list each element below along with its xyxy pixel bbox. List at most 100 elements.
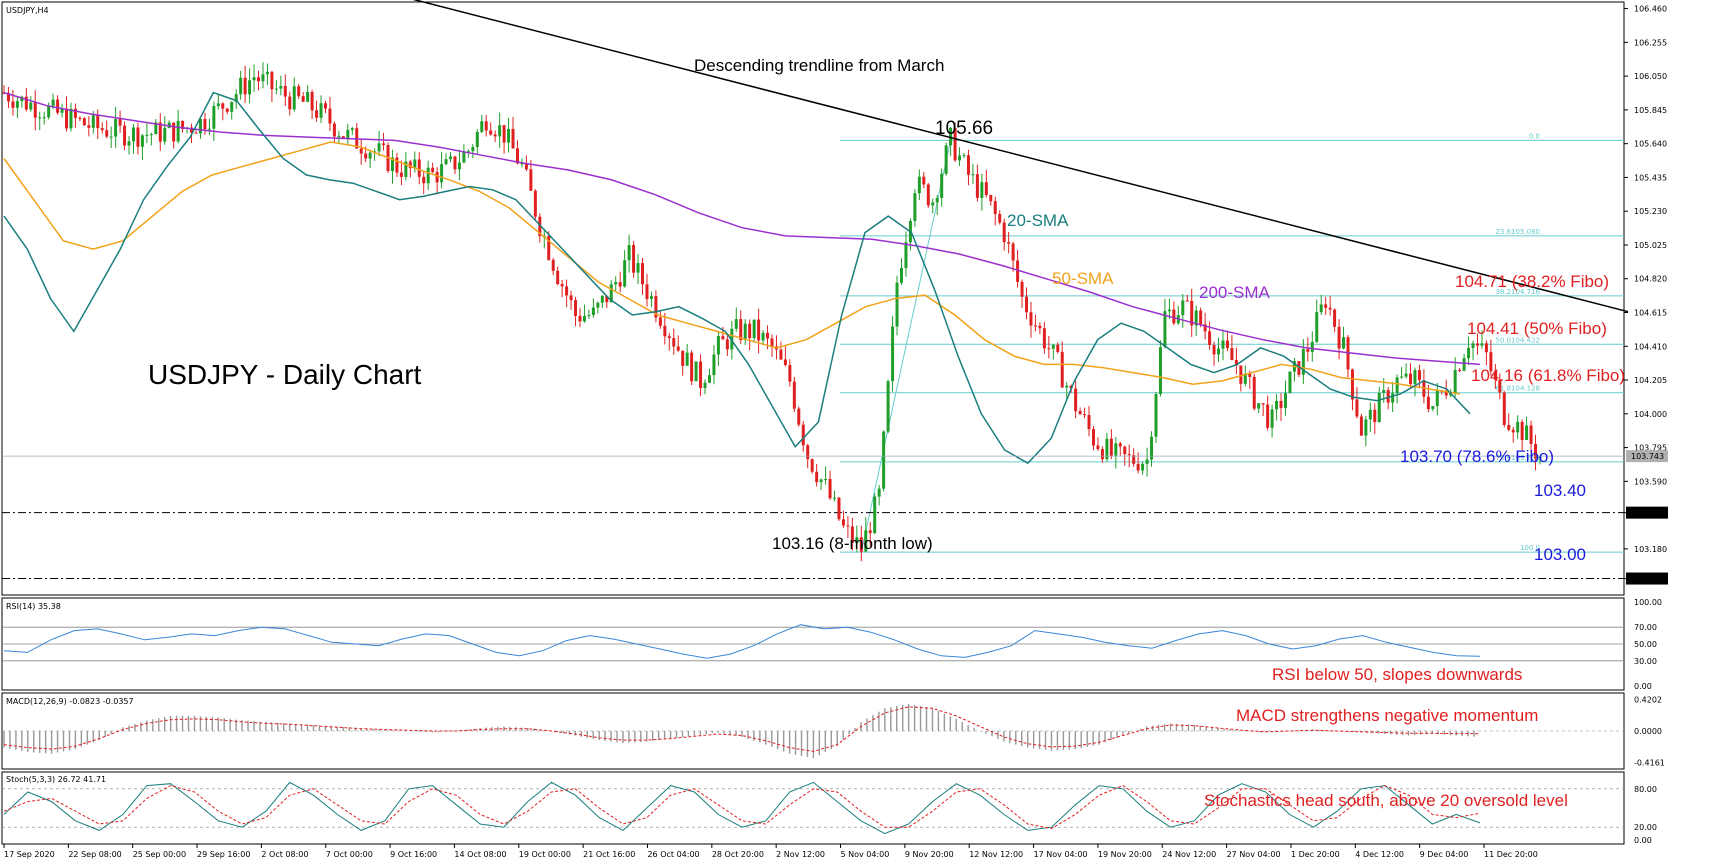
candle-body [770,338,774,347]
candle-body [685,352,689,366]
candle-body [417,159,421,177]
descending-trendline [412,0,1629,313]
price-tick-label: 105.435 [1634,173,1667,182]
candle-body [855,537,859,543]
candle-body [1181,300,1185,316]
candle-body [1105,438,1109,460]
price-tick-label: 105.230 [1634,207,1667,216]
candle-body [149,134,153,136]
time-tick-label: 2 Nov 12:00 [776,850,825,859]
candle-body [1520,421,1524,440]
time-tick-label: 17 Nov 04:00 [1034,850,1088,859]
candle-body [1087,415,1091,430]
candle-body [243,77,247,95]
candle-body [109,136,113,138]
candle-body [560,283,564,287]
candle-body [524,163,528,170]
time-tick-label: 14 Oct 08:00 [454,850,506,859]
candle-body [100,128,104,131]
rsi-tick-label: 30.00 [1634,657,1657,666]
candle-body [1449,393,1453,396]
candle-body [1109,438,1113,456]
candle-body [1404,373,1408,377]
time-tick-label: 9 Dec 04:00 [1420,850,1469,859]
candle-body [926,184,930,206]
candle-body [203,118,207,130]
candle-body [368,152,372,159]
candle-body [627,245,631,261]
candle-body [1056,344,1060,352]
candle-body [73,108,77,118]
candle-body [1145,459,1149,464]
candle-body [1033,325,1037,327]
candle-body [270,71,274,90]
candle-body [1484,343,1488,353]
candle-body [1261,403,1265,405]
candle-body [1324,304,1328,308]
level-10300-label: 103.00 [1534,545,1586,564]
candle-body [846,525,850,527]
candle-body [1132,455,1136,464]
candle-body [1435,390,1439,407]
candle-body [712,354,716,376]
candle-body [703,382,707,389]
candle-body [78,117,82,119]
candle-body [194,132,198,134]
symbol-label: USDJPY,H4 [6,6,49,15]
candle-body [341,136,345,139]
candle-body [413,159,417,169]
candle-body [824,478,828,480]
candle-body [207,128,211,130]
candle-body [230,101,234,112]
candle-body [1150,436,1154,460]
candle-body [569,295,573,301]
candle-body [484,121,488,131]
candle-body [676,346,680,351]
candle-body [42,117,46,119]
time-tick-label: 27 Nov 04:00 [1227,850,1281,859]
candle-body [1091,429,1095,446]
candle-body [1221,340,1225,349]
candle-body [181,120,185,129]
low-label: 103.16 (8-month low) [772,534,933,553]
candle-body [390,157,394,172]
candle-body [29,102,33,110]
candle-body [315,110,319,118]
candle-body [1275,400,1279,410]
candle-body [364,153,368,159]
candle-body [873,496,877,534]
candle-body [783,359,787,366]
candle-body [475,131,479,148]
candle-body [1368,409,1372,420]
candle-body [958,155,962,161]
candle-body [65,108,69,129]
macd-tick-label: 0.0000 [1634,727,1662,736]
candle-body [725,339,729,350]
price-tick-label: 104.615 [1634,309,1667,318]
candle-body [453,156,457,170]
candle-body [163,127,167,142]
candle-body [877,488,881,497]
candle-body [1386,390,1390,403]
candle-body [56,99,60,113]
candle-body [422,176,426,184]
candle-body [556,270,560,284]
candle-body [841,519,845,526]
candle-body [672,338,676,347]
candle-body [38,117,42,119]
candle-body [850,526,854,543]
candle-body [1225,340,1229,349]
price-tick-label: 105.845 [1634,106,1667,115]
candle-body [1065,385,1069,388]
stoch-tick-label: 80.00 [1634,785,1657,794]
candle-body [1190,300,1194,326]
price-tick-label: 106.050 [1634,72,1667,81]
candle-body [984,182,988,196]
candle-body [265,71,269,75]
candle-body [301,96,305,102]
candle-body [1444,390,1448,396]
candle-body [426,167,430,184]
candle-body [649,296,653,299]
candle-body [975,174,979,198]
candle-body [707,375,711,383]
